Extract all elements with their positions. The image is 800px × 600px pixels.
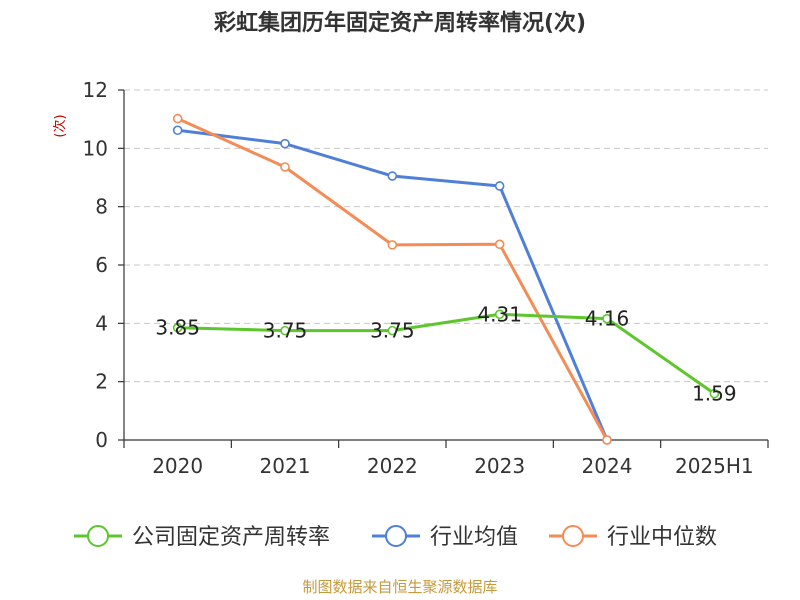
x-tick-label: 2025H1 — [675, 454, 754, 478]
data-label: 3.85 — [155, 316, 200, 340]
y-axis-label: (次) — [52, 114, 68, 137]
series-line — [177, 117, 609, 441]
y-tick-label: 12 — [83, 78, 108, 102]
data-point — [602, 313, 612, 324]
grid-lines — [124, 89, 768, 383]
axes — [118, 89, 769, 448]
data-label: 3.75 — [370, 319, 415, 343]
y-tick-label: 0 — [95, 428, 108, 452]
data-point — [387, 240, 398, 250]
data-label: 3.75 — [263, 319, 308, 343]
legend-marker-circle — [87, 525, 109, 547]
data-labels: 3.85 3.75 3.75 4.31 4.16 1.59 — [155, 302, 736, 405]
data-point — [280, 138, 290, 149]
legend-label: 行业均值 — [430, 525, 518, 550]
data-point — [494, 181, 505, 191]
x-tick-label: 2021 — [260, 454, 311, 478]
data-point — [494, 239, 505, 250]
data-point — [387, 325, 398, 336]
legend-marker-circle — [385, 525, 407, 547]
legend-label: 公司固定资产周转率 — [132, 525, 330, 550]
data-label: 4.16 — [585, 307, 630, 331]
data-point — [280, 325, 290, 336]
legend-marker-circle — [562, 525, 584, 547]
source-note: 制图数据来自恒生聚源数据库 — [302, 578, 497, 596]
data-point — [602, 435, 612, 445]
chart-title: 彩虹集团历年固定资产周转率情况(次) — [213, 10, 586, 36]
x-tick-label: 2020 — [152, 454, 203, 478]
y-tick-label: 8 — [95, 195, 108, 219]
data-point — [172, 113, 183, 124]
data-label: 4.31 — [477, 302, 522, 326]
data-point — [494, 309, 505, 320]
x-tick-labels: 2020 2021 2022 2023 2024 2025H1 — [152, 454, 753, 478]
y-tick-label: 2 — [95, 370, 108, 394]
data-point — [387, 171, 398, 181]
data-point — [172, 322, 183, 333]
y-tick-label: 10 — [83, 136, 108, 160]
y-tick-label: 6 — [95, 253, 108, 277]
y-tick-labels: 0 2 4 6 8 10 12 — [83, 78, 108, 452]
legend-label: 行业中位数 — [607, 525, 717, 550]
x-tick-label: 2023 — [474, 454, 525, 478]
series-layer — [172, 113, 720, 445]
data-point — [172, 125, 183, 136]
legend: 公司固定资产周转率 行业均值 行业中位数 — [74, 525, 717, 550]
series-line — [177, 312, 716, 395]
x-tick-label: 2022 — [367, 454, 418, 478]
data-label: 1.59 — [692, 382, 737, 406]
data-point — [280, 162, 290, 172]
data-point — [709, 388, 720, 399]
x-tick-label: 2024 — [582, 454, 633, 478]
y-tick-label: 4 — [95, 311, 108, 335]
